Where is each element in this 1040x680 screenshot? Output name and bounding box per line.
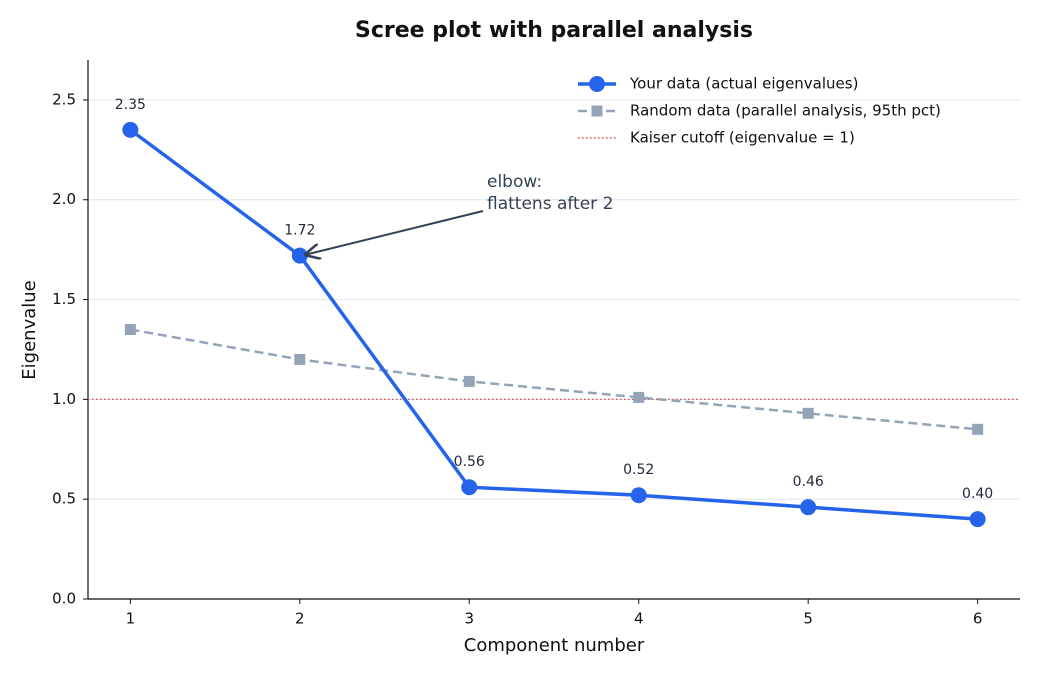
series-line — [130, 328, 978, 431]
legend-marker — [591, 105, 603, 117]
annotation-text: flattens after 2 — [487, 194, 613, 214]
y-tick-label: 1.0 — [52, 390, 76, 408]
data-point — [291, 247, 308, 264]
data-label: 0.56 — [454, 454, 485, 470]
x-tick-label: 5 — [803, 610, 813, 628]
x-tick-label: 2 — [295, 610, 305, 628]
x-tick-label: 1 — [126, 610, 136, 628]
x-axis-label: Component number — [464, 635, 645, 656]
annotation-text: elbow: — [487, 172, 542, 192]
data-point — [800, 499, 817, 516]
data-point — [633, 391, 645, 403]
data-label: 0.40 — [962, 486, 993, 502]
y-tick-label: 1.5 — [52, 290, 76, 308]
data-label: 1.72 — [284, 223, 315, 239]
data-point — [124, 324, 136, 335]
x-tick-label: 3 — [464, 610, 474, 628]
data-point — [630, 487, 647, 504]
data-point — [122, 121, 139, 138]
data-point — [461, 479, 478, 496]
data-label: 0.52 — [623, 462, 654, 478]
legend-label: Random data (parallel analysis, 95th pct… — [630, 102, 941, 120]
y-axis-label: Eigenvalue — [19, 280, 40, 379]
legend-marker — [589, 76, 605, 92]
series-line — [129, 128, 978, 521]
data-point — [294, 353, 306, 365]
data-point — [969, 511, 986, 528]
data-label: 0.46 — [793, 474, 824, 490]
data-point — [463, 375, 475, 387]
data-point — [802, 407, 814, 419]
y-tick-label: 0.0 — [52, 590, 76, 608]
legend-label: Kaiser cutoff (eigenvalue = 1) — [630, 129, 855, 147]
x-tick-label: 4 — [634, 610, 644, 628]
data-label: 2.35 — [115, 97, 146, 113]
y-tick-label: 2.5 — [52, 90, 76, 108]
data-point — [972, 423, 984, 435]
y-tick-label: 0.5 — [52, 490, 76, 508]
x-tick-label: 6 — [973, 610, 983, 628]
chart-title: Scree plot with parallel analysis — [355, 18, 753, 43]
annotation-arrow — [306, 210, 484, 255]
y-tick-label: 2.0 — [52, 190, 76, 208]
legend-label: Your data (actual eigenvalues) — [629, 75, 858, 93]
